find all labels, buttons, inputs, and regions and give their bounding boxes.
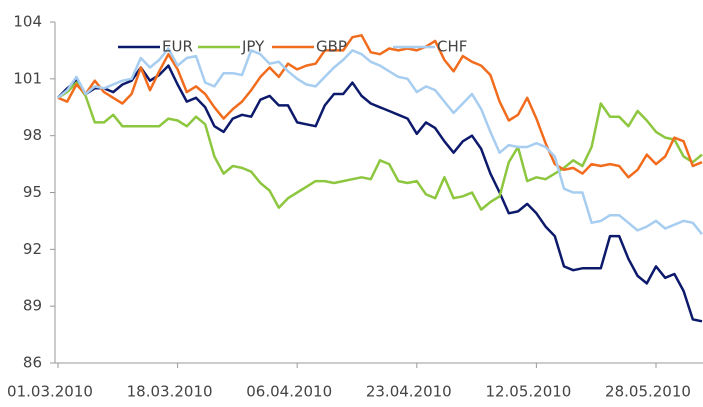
- line-series: [57, 81, 703, 211]
- line-series: [57, 47, 703, 235]
- legend-label: EUR: [162, 38, 193, 56]
- x-tick-label: 12.05.2010: [485, 383, 571, 401]
- line-series: [57, 64, 703, 323]
- y-tick-label: 98: [23, 126, 42, 144]
- x-tick-label: 01.03.2010: [7, 383, 93, 401]
- x-tick-label: 06.04.2010: [246, 383, 332, 401]
- y-tick-label: 95: [23, 183, 42, 201]
- legend-label: JPY: [241, 38, 265, 56]
- x-tick-label: 18.03.2010: [127, 383, 213, 401]
- legend-label: GBP: [316, 38, 347, 56]
- y-tick-label: 89: [23, 297, 42, 315]
- x-tick-label: 28.05.2010: [605, 383, 691, 401]
- x-tick-label: 23.04.2010: [366, 383, 452, 401]
- line-series: [57, 34, 703, 179]
- y-tick-label: 92: [23, 240, 42, 258]
- y-tick-label: 104: [13, 13, 42, 31]
- y-tick-label: 101: [13, 69, 42, 87]
- y-tick-label: 86: [23, 354, 42, 372]
- legend-label: CHF: [437, 38, 467, 56]
